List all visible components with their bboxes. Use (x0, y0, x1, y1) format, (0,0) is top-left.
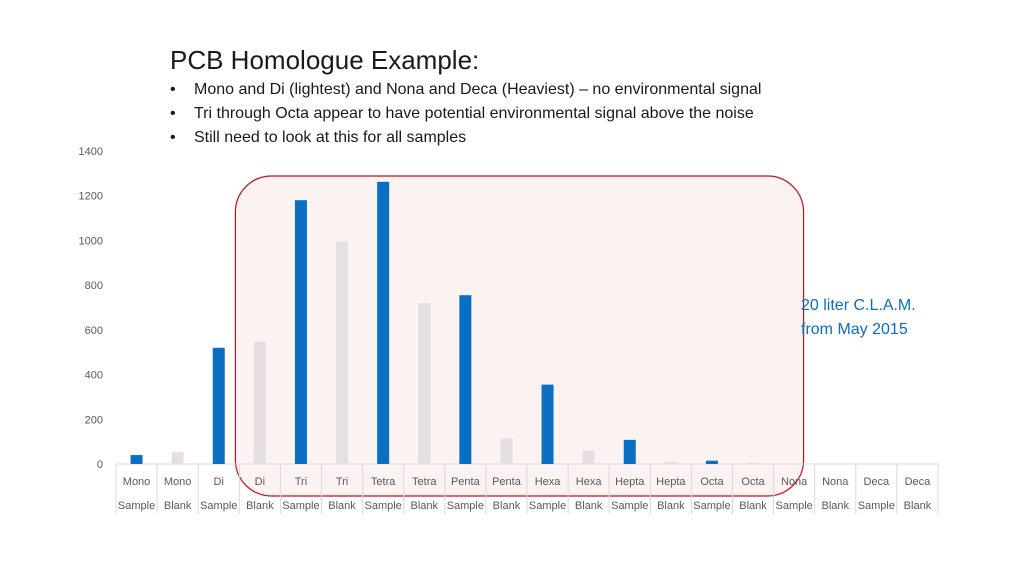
sample-annotation: 20 liter C.L.A.M. from May 2015 (801, 294, 916, 342)
x-tick-label-type: Blank (575, 500, 603, 512)
bar-mono-sample (130, 455, 143, 464)
x-tick-label-type: Blank (164, 500, 192, 512)
bar-octa-blank (747, 462, 760, 464)
slide-title: PCB Homologue Example: (170, 45, 480, 75)
x-tick-label-homologue: Nona (781, 476, 808, 488)
y-tick-label: 400 (85, 370, 103, 382)
x-tick-label-homologue: Deca (905, 476, 932, 488)
x-tick-label-homologue: Hepta (615, 476, 645, 488)
y-tick-label: 1200 (79, 191, 103, 203)
x-tick-label-homologue: Nona (822, 476, 849, 488)
x-tick-label-type: Blank (493, 500, 521, 512)
bullet-symbol: • (170, 129, 176, 146)
bar-hepta-sample (623, 439, 636, 464)
bullet-list: • Mono and Di (lightest) and Nona and Dec… (170, 78, 761, 150)
bullet-text: Still need to look at this for all sampl… (194, 129, 467, 146)
x-tick-label-homologue: Deca (864, 476, 891, 488)
bullet-text: Mono and Di (lightest) and Nona and Deca… (194, 81, 762, 98)
x-tick-label-type: Sample (776, 500, 813, 512)
bar-hexa-blank (582, 450, 595, 464)
x-tick-label-type: Sample (529, 500, 566, 512)
x-tick-label-type: Sample (365, 500, 402, 512)
y-tick-label: 200 (85, 414, 103, 426)
bullet-item: • Still need to look at this for all samp… (170, 126, 761, 150)
x-tick-label-homologue: Tetra (371, 476, 396, 488)
x-tick-label-type: Sample (858, 500, 895, 512)
x-tick-label-type: Sample (200, 500, 237, 512)
x-tick-label-homologue: Tri (295, 476, 307, 488)
x-tick-label-homologue: Di (255, 476, 265, 488)
annotation-line: 20 liter C.L.A.M. (801, 297, 916, 314)
x-tick-label-homologue: Di (214, 476, 224, 488)
y-tick-label: 1000 (79, 235, 103, 247)
x-tick-label-homologue: Mono (123, 476, 151, 488)
x-tick-label-type: Blank (328, 500, 356, 512)
bar-di-blank (253, 341, 266, 464)
bar-hepta-blank (664, 461, 677, 464)
bar-tetra-sample (377, 181, 390, 465)
bar-tetra-blank (418, 303, 431, 464)
x-tick-label-type: Sample (611, 500, 648, 512)
highlight-region (234, 175, 805, 497)
bar-mono-blank (171, 451, 184, 464)
x-tick-label-homologue: Mono (164, 476, 192, 488)
y-tick-label: 600 (85, 325, 103, 337)
x-tick-label-type: Blank (657, 500, 685, 512)
x-tick-label-homologue: Octa (700, 476, 724, 488)
x-tick-label-type: Blank (739, 500, 767, 512)
bullet-item: • Mono and Di (lightest) and Nona and Dec… (170, 78, 761, 102)
bar-tri-sample (294, 200, 307, 464)
bar-penta-sample (459, 295, 472, 464)
annotation-line: from May 2015 (801, 321, 908, 338)
y-tick-label: 1400 (79, 146, 103, 158)
x-tick-label-type: Sample (447, 500, 484, 512)
x-tick-label-type: Sample (282, 500, 319, 512)
bullet-item: • Tri through Octa appear to have potenti… (170, 102, 761, 126)
bar-di-sample (212, 347, 225, 464)
x-tick-label-homologue: Tetra (412, 476, 437, 488)
x-tick-label-type: Blank (410, 500, 438, 512)
x-tick-label-type: Sample (118, 500, 155, 512)
bar-hexa-sample (541, 384, 554, 464)
x-tick-label-type: Blank (246, 500, 274, 512)
bullet-symbol: • (170, 81, 176, 98)
bar-octa-sample (705, 460, 718, 464)
bar-penta-blank (500, 438, 513, 464)
x-tick-label-type: Blank (904, 500, 932, 512)
x-tick-label-homologue: Hexa (535, 476, 562, 488)
x-tick-label-type: Sample (693, 500, 730, 512)
bar-tri-blank (336, 241, 349, 464)
x-tick-label-homologue: Penta (451, 476, 481, 488)
bullet-symbol: • (170, 105, 176, 122)
x-tick-label-homologue: Octa (741, 476, 765, 488)
y-tick-label: 800 (85, 280, 103, 292)
x-tick-label-homologue: Hepta (656, 476, 686, 488)
x-tick-label-homologue: Tri (336, 476, 348, 488)
bullet-text: Tri through Octa appear to have potentia… (194, 105, 754, 122)
x-tick-label-homologue: Penta (492, 476, 522, 488)
x-tick-label-type: Blank (821, 500, 849, 512)
y-tick-label: 0 (97, 459, 103, 471)
x-tick-label-homologue: Hexa (576, 476, 603, 488)
